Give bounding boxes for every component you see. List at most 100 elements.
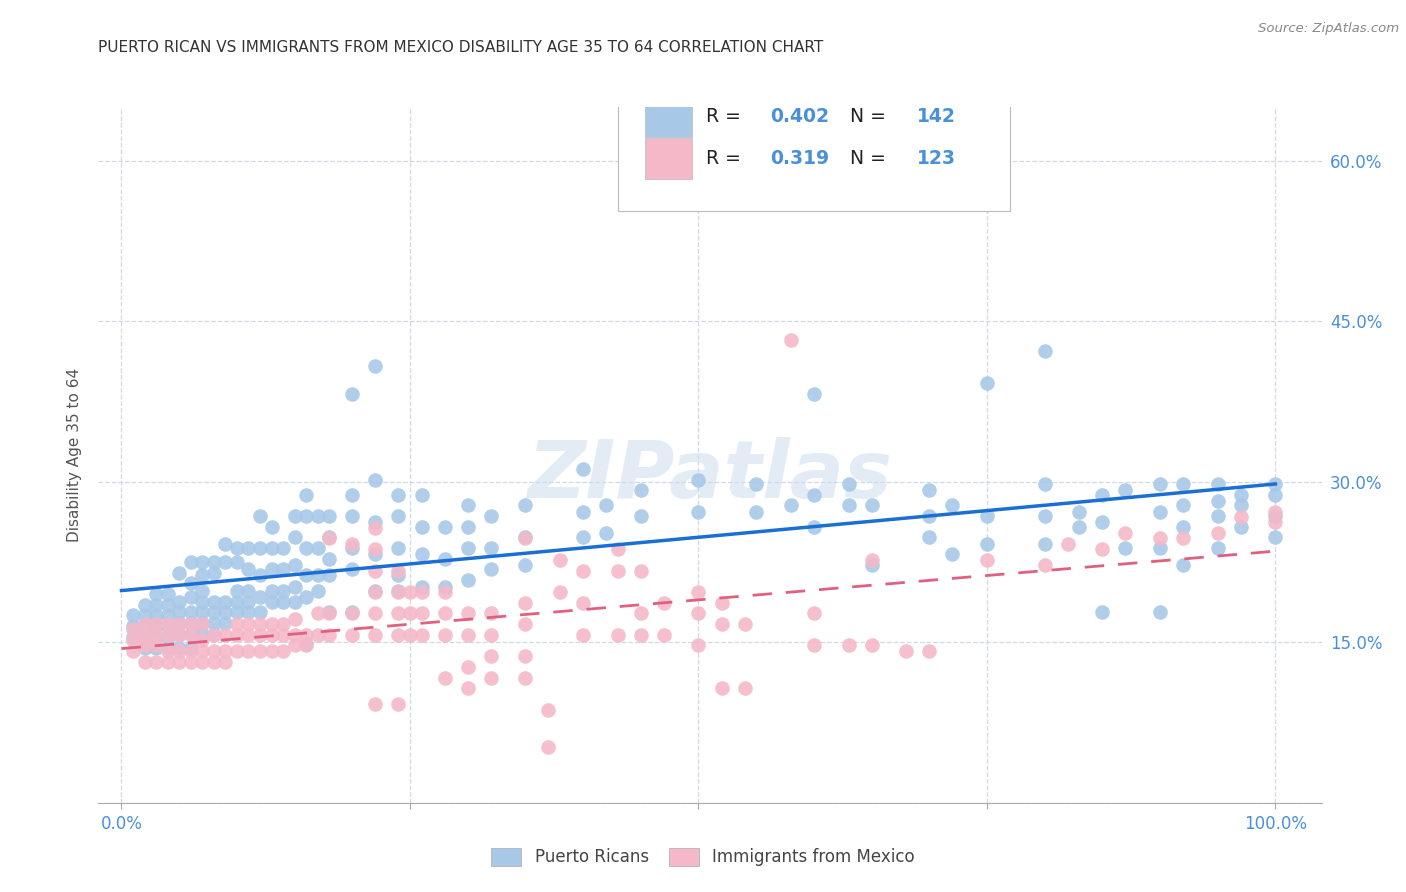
Point <box>387 698 409 712</box>
Point <box>225 583 247 598</box>
Point <box>779 334 801 348</box>
Point <box>260 519 283 533</box>
Point <box>457 660 479 674</box>
Point <box>457 573 479 587</box>
Point <box>630 628 652 642</box>
Point <box>134 598 156 612</box>
Point <box>1230 487 1253 501</box>
Point <box>156 608 179 623</box>
Point <box>260 541 283 555</box>
Point <box>837 639 859 653</box>
Point <box>249 644 271 658</box>
Point <box>1091 487 1114 501</box>
Point <box>515 558 537 573</box>
Point <box>342 562 364 576</box>
Point <box>191 605 214 619</box>
Point <box>318 532 340 546</box>
Point <box>515 671 537 685</box>
Point <box>1264 487 1286 501</box>
Text: Source: ZipAtlas.com: Source: ZipAtlas.com <box>1258 22 1399 36</box>
Point <box>238 644 260 658</box>
Point <box>180 615 202 630</box>
Point <box>214 644 236 658</box>
Point <box>457 541 479 555</box>
Point <box>364 521 387 535</box>
Point <box>918 483 941 498</box>
Point <box>145 639 167 653</box>
Point <box>688 607 710 621</box>
Point <box>1033 476 1056 491</box>
Point <box>191 617 214 632</box>
Text: R =: R = <box>706 107 747 127</box>
Point <box>295 567 318 582</box>
Point <box>1149 541 1171 555</box>
Point <box>122 619 145 633</box>
Point <box>1149 505 1171 519</box>
Point <box>515 596 537 610</box>
Point <box>214 594 236 608</box>
Point <box>167 605 190 619</box>
Point <box>433 580 456 594</box>
Point <box>134 639 156 653</box>
Point <box>167 617 190 632</box>
Point <box>411 607 433 621</box>
Point <box>1173 558 1195 573</box>
Point <box>295 628 318 642</box>
Point <box>860 553 883 567</box>
Point <box>342 541 364 555</box>
Text: 142: 142 <box>917 107 956 127</box>
Point <box>1149 476 1171 491</box>
Point <box>411 548 433 562</box>
Point <box>364 583 387 598</box>
Point <box>342 487 364 501</box>
Point <box>734 681 756 696</box>
Point <box>271 628 294 642</box>
Point <box>167 655 190 669</box>
Point <box>284 530 307 544</box>
Point <box>537 703 560 717</box>
Point <box>803 607 825 621</box>
Point <box>457 519 479 533</box>
Point <box>214 628 236 642</box>
Point <box>688 473 710 487</box>
Point <box>1206 476 1229 491</box>
Point <box>156 630 179 644</box>
Point <box>295 639 318 653</box>
Point <box>976 508 998 523</box>
Point <box>1173 498 1195 512</box>
Point <box>156 644 179 658</box>
Point <box>976 553 998 567</box>
Point <box>238 594 260 608</box>
Point <box>606 542 628 557</box>
Point <box>1206 541 1229 555</box>
Point <box>1264 476 1286 491</box>
FancyBboxPatch shape <box>619 96 1010 211</box>
Point <box>180 628 202 642</box>
Point <box>191 644 214 658</box>
Point <box>1114 541 1136 555</box>
Point <box>364 516 387 530</box>
Point <box>595 526 617 541</box>
Point <box>307 567 329 582</box>
Point <box>214 537 236 551</box>
Point <box>515 532 537 546</box>
Point <box>122 630 145 644</box>
Point <box>515 498 537 512</box>
Point <box>896 644 918 658</box>
Point <box>1206 526 1229 541</box>
Point <box>479 628 502 642</box>
Point <box>191 633 214 648</box>
Point <box>202 644 225 658</box>
Text: 0.319: 0.319 <box>770 149 830 168</box>
Point <box>284 639 307 653</box>
Text: ZIPatlas: ZIPatlas <box>527 437 893 515</box>
Point <box>803 487 825 501</box>
Point <box>1206 508 1229 523</box>
Point <box>548 585 571 599</box>
Point <box>295 487 318 501</box>
Point <box>1206 494 1229 508</box>
Point <box>180 640 202 655</box>
Point <box>457 681 479 696</box>
Point <box>688 505 710 519</box>
Point <box>238 617 260 632</box>
